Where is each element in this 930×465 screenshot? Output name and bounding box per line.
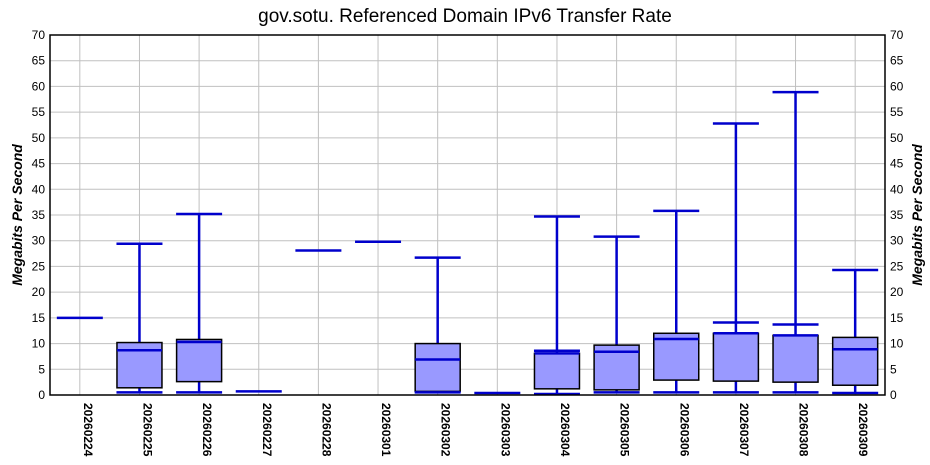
plot-frame [49,34,886,396]
x-tick-label: 20260228 [319,403,333,457]
y-tick-label-left: 35 [32,208,46,222]
y-tick-label-right: 55 [890,105,904,119]
y-tick-label-left: 15 [32,311,46,325]
y-tick-label-right: 35 [890,208,904,222]
y-tick-label-right: 25 [890,259,904,273]
box [175,338,223,383]
y-tick-label-right: 60 [890,79,904,93]
box [712,332,760,382]
x-tick-label: 20260227 [260,403,274,457]
y-tick-label-left: 25 [32,259,46,273]
x-tick-label: 20260302 [439,403,453,457]
x-tick-label: 20260304 [558,403,572,457]
chart-title: gov.sotu. Referenced Domain IPv6 Transfe… [258,6,672,27]
x-tick-label: 20260307 [737,403,751,457]
y-tick-label-left: 65 [32,54,46,68]
y-axis-label-left: Megabits Per Second [9,144,25,286]
y-tick-label-right: 45 [890,157,904,171]
y-tick-label-right: 30 [890,234,904,248]
y-tick-label-left: 40 [32,182,46,196]
x-tick-label: 20260305 [618,403,632,457]
y-tick-label-left: 10 [32,337,46,351]
y-tick-label-right: 10 [890,337,904,351]
y-axis-label-right: Megabits Per Second [909,144,925,286]
x-tick-label: 20260303 [498,403,512,457]
y-tick-label-right: 40 [890,182,904,196]
y-tick-label-right: 0 [890,388,897,402]
x-tick-label: 20260226 [200,403,214,457]
y-tick-label-right: 70 [890,28,904,42]
box [831,336,879,386]
y-tick-label-left: 30 [32,234,46,248]
box [414,342,461,393]
box [772,334,819,383]
x-tick-label: 20260309 [856,403,870,457]
y-tick-label-left: 50 [32,131,46,145]
y-tick-label-left: 45 [32,157,46,171]
y-tick-label-right: 50 [890,131,904,145]
y-tick-label-left: 20 [32,285,46,299]
x-tick-label: 20260306 [677,403,691,457]
x-tick-label: 20260308 [797,403,811,457]
y-tick-label-left: 70 [32,28,46,42]
box [653,332,700,381]
x-tick-label: 20260224 [81,403,95,457]
y-tick-label-left: 55 [32,105,46,119]
box [533,352,581,390]
y-tick-label-left: 0 [38,388,45,402]
y-tick-label-right: 20 [890,285,904,299]
x-tick-label: 20260301 [379,403,393,457]
y-tick-label-right: 5 [890,362,897,376]
x-tick-label: 20260225 [140,403,154,457]
y-tick-label-left: 5 [38,362,45,376]
y-tick-label-right: 65 [890,54,904,68]
y-tick-label-right: 15 [890,311,904,325]
y-tick-label-left: 60 [32,79,46,93]
